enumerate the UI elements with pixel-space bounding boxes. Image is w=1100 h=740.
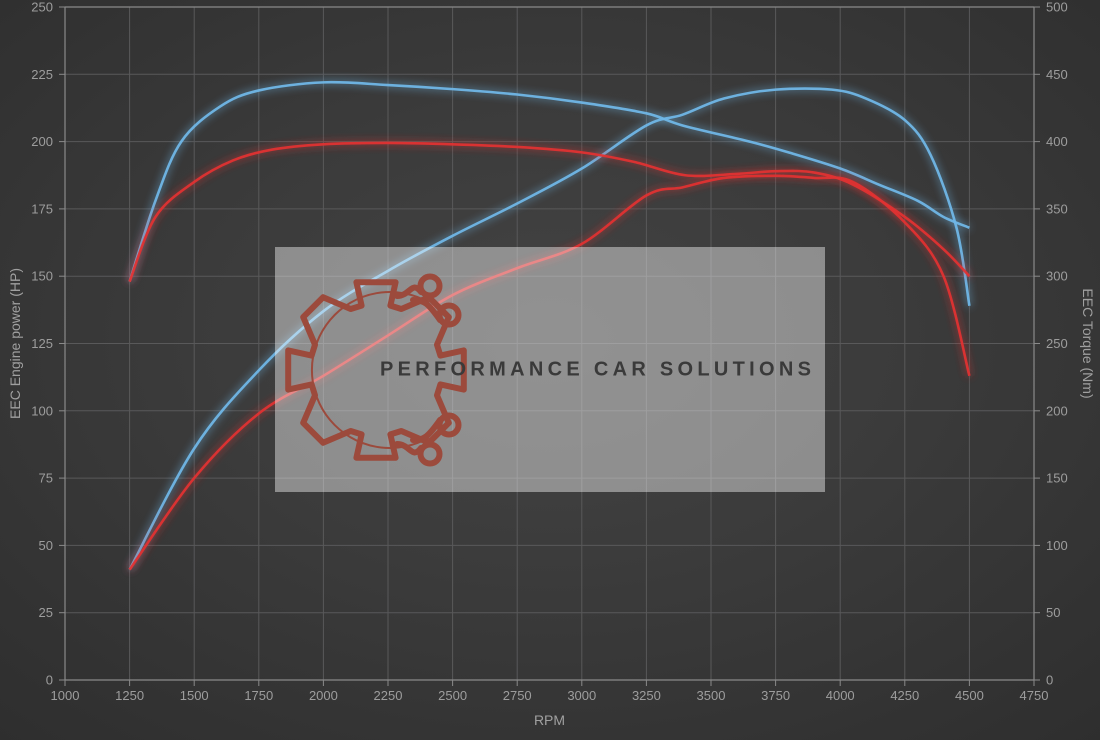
svg-text:100: 100 xyxy=(31,403,53,418)
svg-text:100: 100 xyxy=(1046,538,1068,553)
svg-text:EEC Engine power (HP): EEC Engine power (HP) xyxy=(7,268,23,419)
svg-text:2000: 2000 xyxy=(309,688,338,703)
svg-text:225: 225 xyxy=(31,67,53,82)
svg-text:4250: 4250 xyxy=(890,688,919,703)
svg-text:350: 350 xyxy=(1046,201,1068,216)
svg-text:RPM: RPM xyxy=(534,712,565,728)
svg-text:50: 50 xyxy=(39,538,53,553)
svg-text:500: 500 xyxy=(1046,0,1068,15)
svg-text:75: 75 xyxy=(39,471,53,486)
svg-text:1000: 1000 xyxy=(51,688,80,703)
svg-text:0: 0 xyxy=(1046,673,1053,688)
svg-text:50: 50 xyxy=(1046,605,1060,620)
svg-text:2250: 2250 xyxy=(374,688,403,703)
svg-text:150: 150 xyxy=(31,269,53,284)
svg-text:0: 0 xyxy=(46,673,53,688)
svg-text:300: 300 xyxy=(1046,269,1068,284)
svg-text:2750: 2750 xyxy=(503,688,532,703)
svg-text:25: 25 xyxy=(39,605,53,620)
svg-text:4750: 4750 xyxy=(1020,688,1049,703)
svg-text:3000: 3000 xyxy=(567,688,596,703)
svg-text:150: 150 xyxy=(1046,471,1068,486)
svg-text:250: 250 xyxy=(31,0,53,15)
svg-text:3750: 3750 xyxy=(761,688,790,703)
svg-text:400: 400 xyxy=(1046,134,1068,149)
svg-text:PERFORMANCE CAR SOLUTIONS: PERFORMANCE CAR SOLUTIONS xyxy=(380,359,815,381)
svg-text:125: 125 xyxy=(31,336,53,351)
svg-text:3250: 3250 xyxy=(632,688,661,703)
svg-text:2500: 2500 xyxy=(438,688,467,703)
svg-text:200: 200 xyxy=(1046,403,1068,418)
svg-text:4500: 4500 xyxy=(955,688,984,703)
svg-text:450: 450 xyxy=(1046,67,1068,82)
svg-text:1500: 1500 xyxy=(180,688,209,703)
svg-text:EEC Torque (Nm): EEC Torque (Nm) xyxy=(1080,288,1096,398)
svg-text:4000: 4000 xyxy=(826,688,855,703)
svg-text:1750: 1750 xyxy=(244,688,273,703)
svg-text:1250: 1250 xyxy=(115,688,144,703)
svg-text:175: 175 xyxy=(31,201,53,216)
svg-text:3500: 3500 xyxy=(697,688,726,703)
svg-text:200: 200 xyxy=(31,134,53,149)
svg-text:250: 250 xyxy=(1046,336,1068,351)
